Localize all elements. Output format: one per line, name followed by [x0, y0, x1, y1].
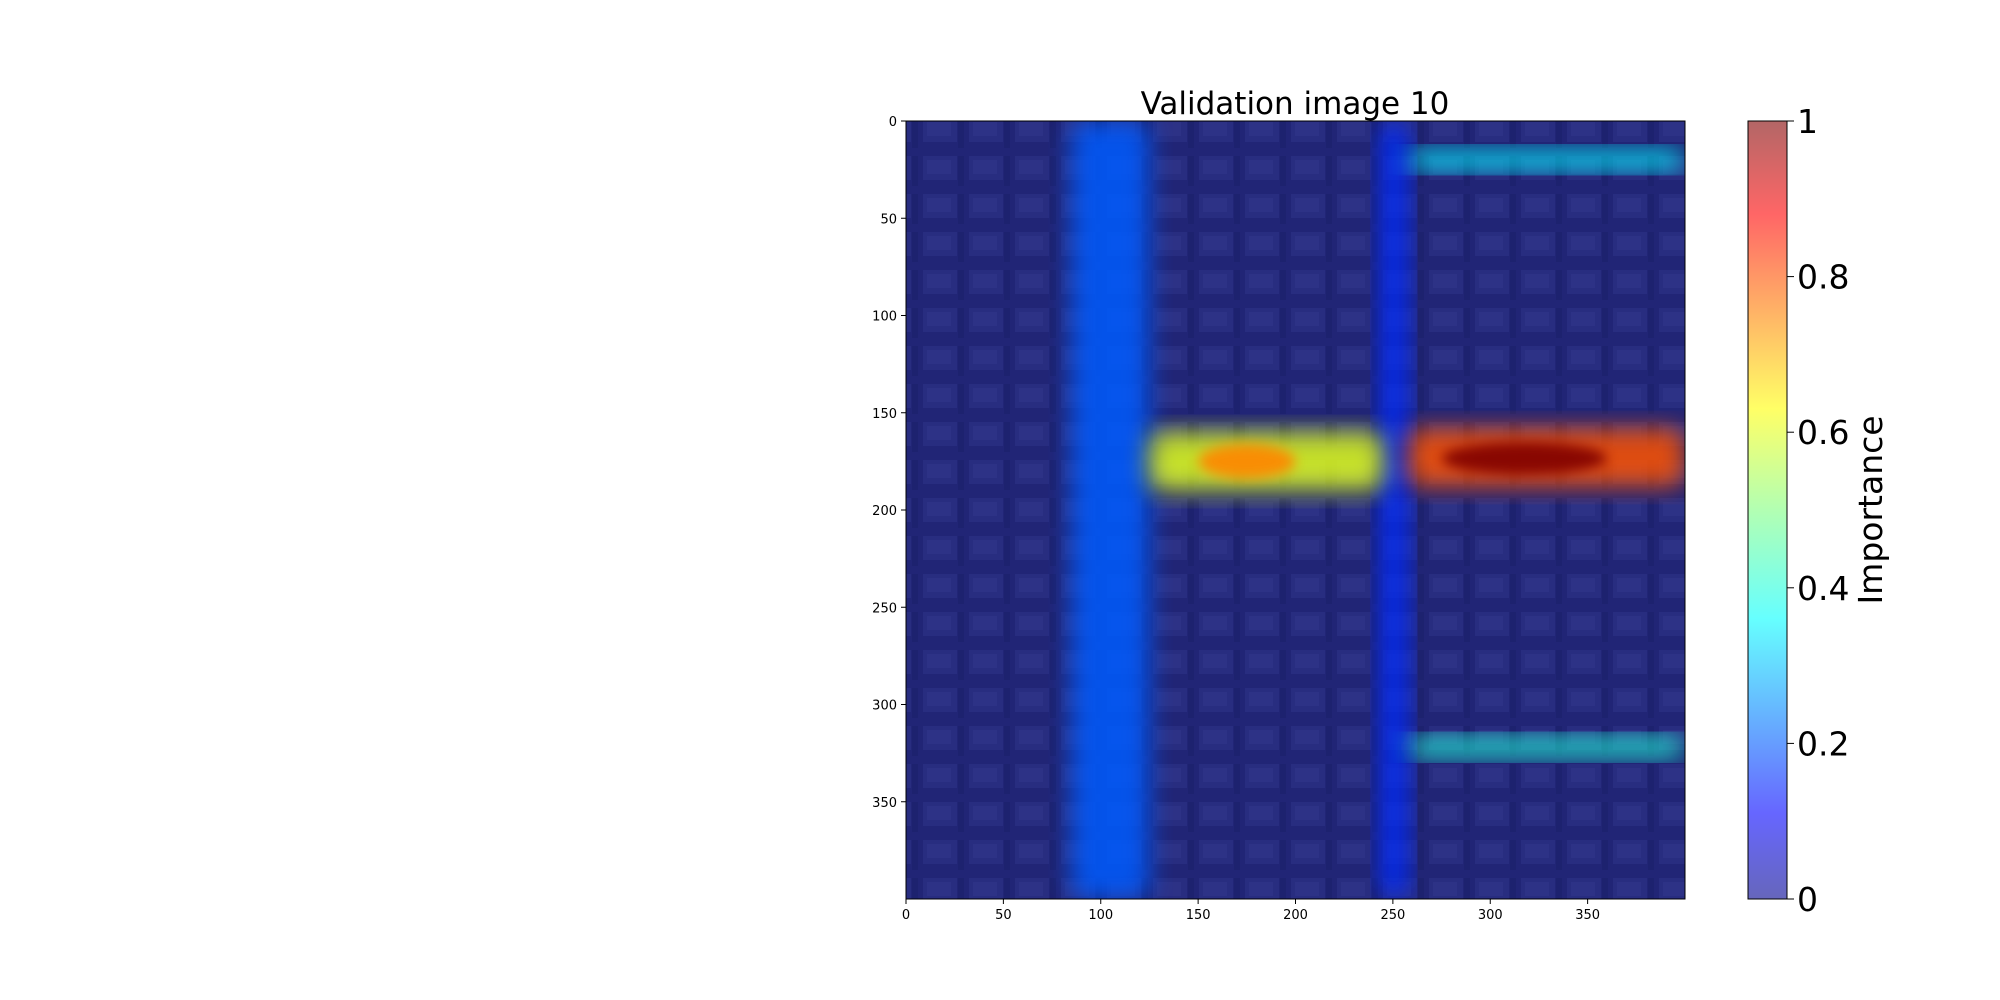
colorbar-label: Importance: [1851, 415, 1890, 604]
colorbar-tick-label: 0.4: [1797, 569, 1849, 608]
colorbar-tick-label: 1: [1797, 102, 1818, 141]
y-tick-label: 100: [872, 310, 897, 325]
y-tick-label: 250: [872, 601, 897, 616]
colorbar-tick-label: 0.8: [1797, 258, 1849, 297]
overlay-region-horizontal-road-top: [1408, 150, 1685, 170]
colorbar: 0 0.2 0.4 0.6 0.8 1 Importance: [1747, 102, 1890, 919]
y-tick-label: 350: [872, 796, 897, 811]
x-tick-label: 300: [1478, 908, 1503, 923]
y-tick-label: 50: [880, 212, 897, 227]
y-tick-label: 200: [872, 504, 897, 519]
blue-tint-overlay: [906, 121, 1685, 899]
x-tick-label: 200: [1283, 908, 1308, 923]
colorbar-tick-label: 0: [1797, 880, 1818, 919]
x-tick-label: 150: [1186, 908, 1211, 923]
x-tick-label: 250: [1380, 908, 1405, 923]
y-tick-label: 150: [872, 407, 897, 422]
colorbar-tick-label: 0.2: [1797, 724, 1849, 763]
overlay-region-vertical-road-left: [1071, 121, 1150, 899]
overlay-region-horizontal-road-bottom: [1408, 737, 1685, 758]
peak-region-peak-middle-left: [1198, 443, 1296, 479]
x-axis: 0 50 100 150 200 250 300 350: [902, 899, 1600, 923]
chart-title: Validation image 10: [1141, 86, 1450, 122]
x-tick-label: 350: [1575, 908, 1600, 923]
peak-region-peak-middle-right: [1441, 441, 1608, 475]
y-axis: 0 50 100 150 200 250 300 350: [872, 115, 906, 811]
overlay-region-vertical-road-right: [1379, 121, 1409, 899]
y-tick-label: 0: [889, 115, 897, 130]
x-tick-label: 100: [1088, 908, 1113, 923]
x-tick-label: 0: [902, 908, 910, 923]
x-tick-label: 50: [995, 908, 1012, 923]
y-tick-label: 300: [872, 699, 897, 714]
heatmap-plot-area: [906, 121, 1685, 899]
colorbar-frame: [1747, 120, 1788, 900]
colorbar-gradient: [1748, 121, 1787, 899]
colorbar-tick-label: 0.6: [1797, 413, 1849, 452]
